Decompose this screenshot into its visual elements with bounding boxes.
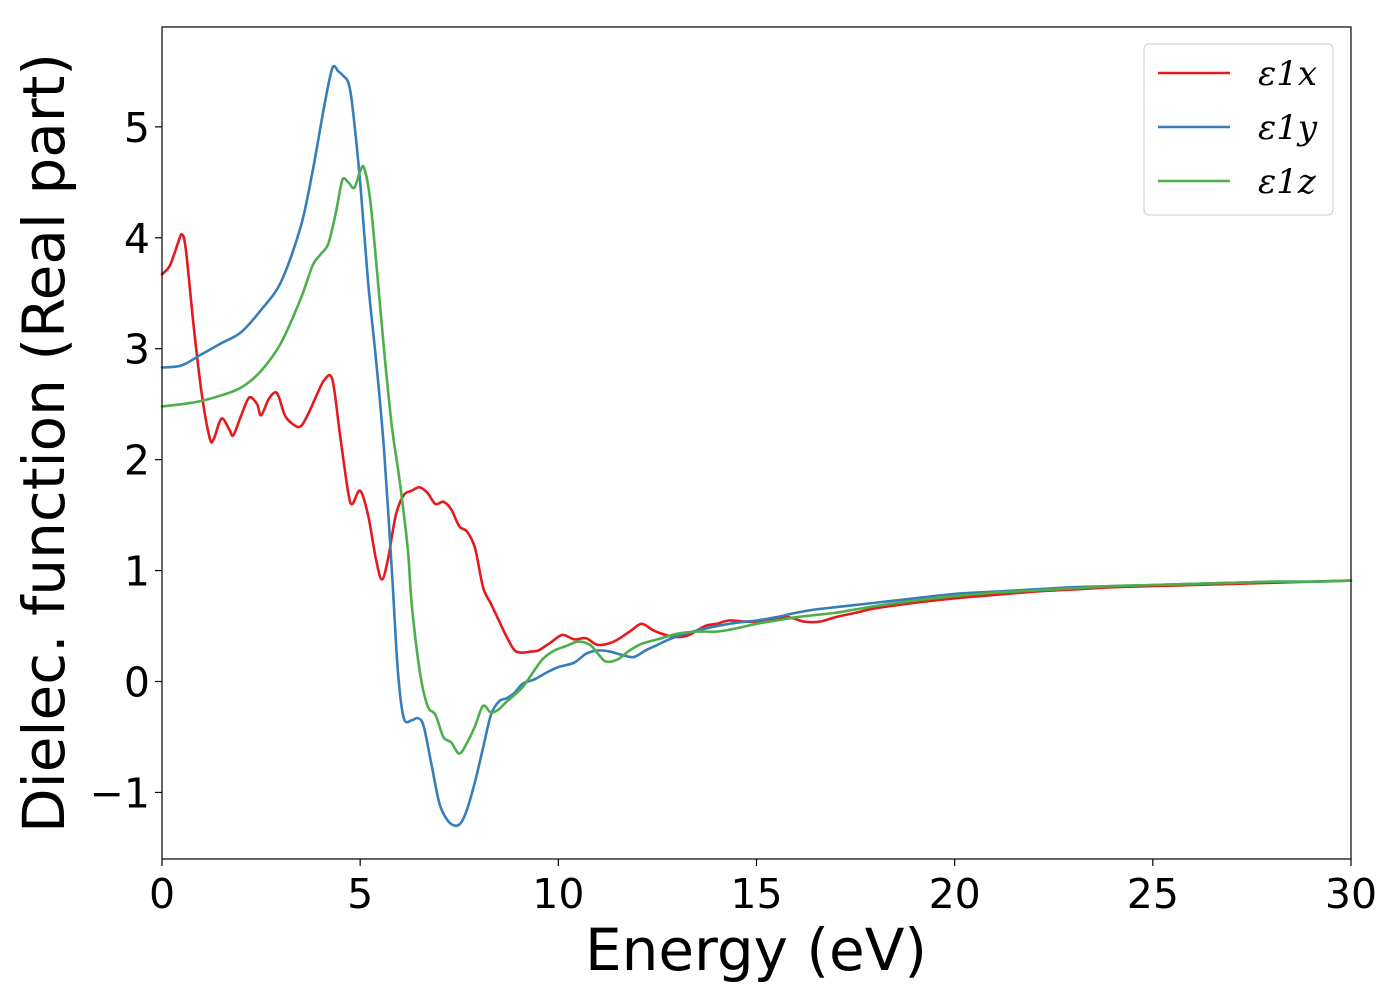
series-line-2 xyxy=(160,64,1353,828)
y-tick-label: 2 xyxy=(124,437,150,485)
y-tick-label: 0 xyxy=(124,659,150,707)
legend: ε1x ε1y ε1z xyxy=(1143,43,1334,216)
x-tick-label: 0 xyxy=(149,870,175,918)
series-line-3 xyxy=(160,164,1353,755)
x-tick-label: 5 xyxy=(347,870,373,918)
legend-label-2: ε1y xyxy=(1258,108,1318,148)
x-tick-label: 15 xyxy=(730,870,782,918)
y-tick-label: 1 xyxy=(124,548,150,596)
x-tick-label: 20 xyxy=(929,870,981,918)
legend-entries: ε1x ε1y ε1z xyxy=(1158,54,1318,202)
x-tick-label: 30 xyxy=(1325,870,1377,918)
legend-frame xyxy=(1143,43,1334,216)
y-tick-label: 4 xyxy=(124,215,150,263)
y-tick-label: −1 xyxy=(90,769,150,817)
x-axis: 0 5 10 15 20 25 30 xyxy=(149,859,1377,918)
legend-label-3: ε1z xyxy=(1258,162,1317,202)
legend-label-1: ε1x xyxy=(1258,54,1317,94)
x-tick-label: 25 xyxy=(1127,870,1179,918)
y-axis: −1 0 1 2 3 4 5 xyxy=(90,104,162,817)
series-layer xyxy=(160,64,1353,828)
series-line-1 xyxy=(160,233,1353,654)
y-tick-label: 5 xyxy=(124,104,150,152)
y-tick-label: 3 xyxy=(124,326,150,374)
y-axis-label: Dielec. function (Real part) xyxy=(10,53,78,833)
x-axis-label: Energy (eV) xyxy=(585,916,927,984)
x-tick-label: 10 xyxy=(532,870,584,918)
